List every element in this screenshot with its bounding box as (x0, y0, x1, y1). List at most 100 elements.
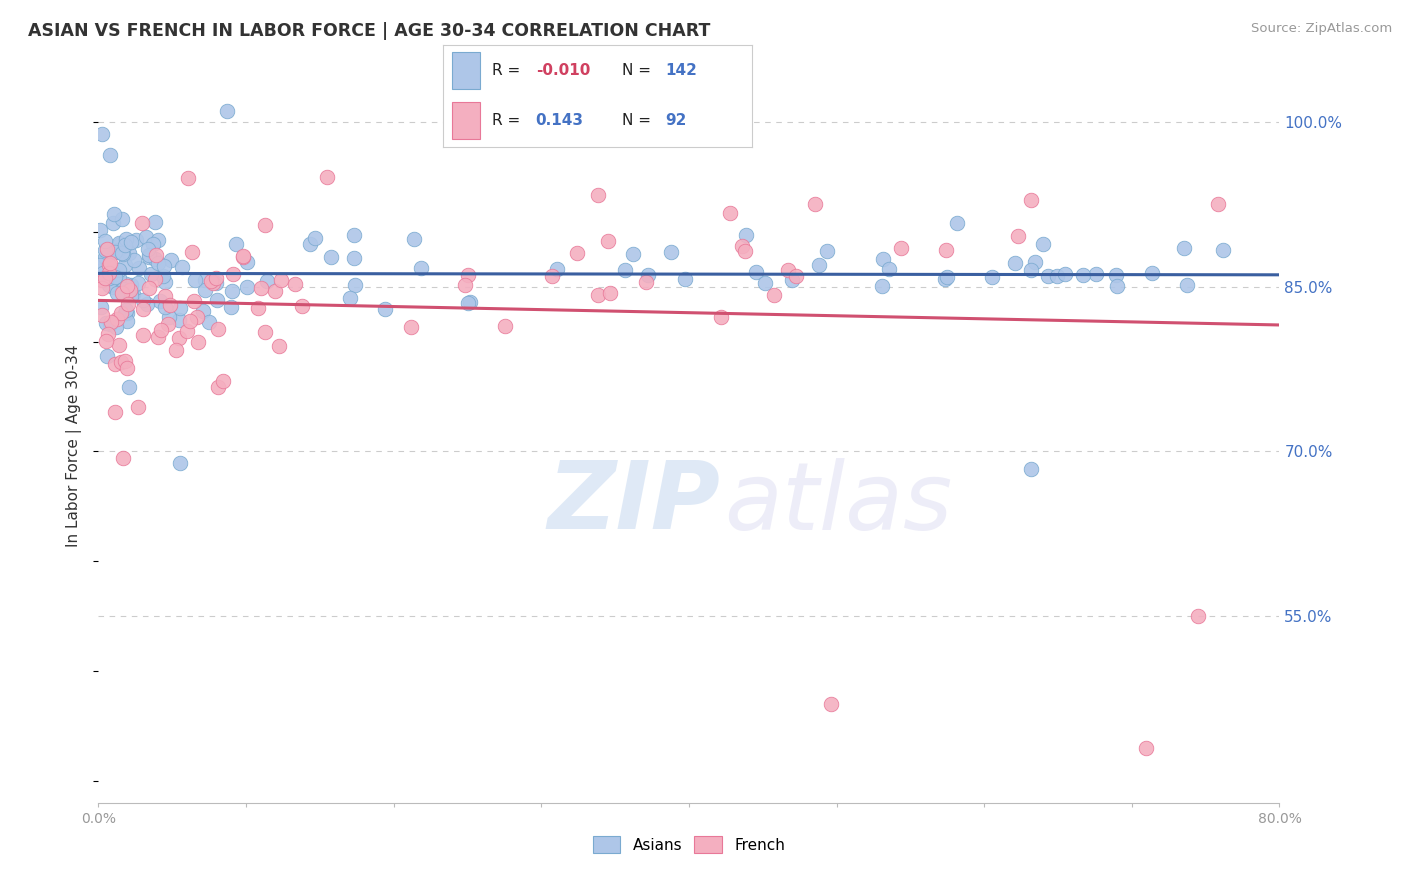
Point (117, 284, 139, 298)
Point (98, 148, 121, 162)
Point (186, 310, 208, 325)
Point (132, 302, 155, 317)
Point (710, 310, 733, 324)
Point (115, 277, 138, 292)
Point (176, 325, 198, 339)
Point (91, 309, 114, 323)
Point (599, 286, 621, 301)
Point (270, 273, 292, 287)
Point (167, 312, 190, 326)
Point (159, 253, 181, 268)
Point (284, 277, 307, 291)
Text: 0.143: 0.143 (536, 113, 583, 128)
Point (108, 236, 131, 251)
Point (142, 237, 165, 252)
Point (634, 275, 657, 289)
Point (614, 262, 637, 277)
Point (205, 293, 228, 307)
Point (339, 291, 361, 305)
Point (700, 120, 723, 135)
Point (1019, 462, 1042, 476)
Point (94, 234, 117, 248)
Point (193, 304, 215, 318)
Point (117, 285, 139, 300)
Point (232, 250, 254, 264)
Y-axis label: In Labor Force | Age 30-34: In Labor Force | Age 30-34 (66, 344, 83, 548)
Point (169, 301, 191, 315)
Point (1187, 609, 1209, 624)
Point (120, 235, 142, 250)
Point (565, 246, 588, 260)
Point (221, 284, 243, 298)
Point (256, 274, 278, 288)
Point (118, 379, 141, 393)
Point (785, 268, 807, 283)
Point (1038, 268, 1060, 283)
Point (250, 280, 273, 294)
Point (621, 247, 644, 261)
Point (103, 280, 125, 294)
Point (146, 330, 169, 344)
Text: R =: R = (492, 62, 526, 78)
Point (132, 293, 155, 307)
Point (157, 317, 180, 331)
Point (946, 216, 969, 230)
Point (453, 278, 475, 293)
Point (108, 271, 131, 285)
Point (177, 171, 200, 186)
Point (128, 260, 150, 275)
Point (101, 216, 124, 230)
Point (205, 270, 228, 285)
Text: ZIP: ZIP (547, 457, 720, 549)
Point (122, 253, 145, 268)
Text: N =: N = (623, 113, 657, 128)
Point (586, 188, 609, 202)
Point (1135, 740, 1157, 755)
Point (1105, 268, 1128, 282)
Point (1024, 255, 1046, 269)
Point (457, 295, 479, 310)
Point (104, 270, 127, 285)
Point (200, 274, 222, 288)
Point (136, 242, 159, 256)
Text: atlas: atlas (724, 458, 953, 549)
Point (219, 300, 242, 314)
Point (121, 286, 143, 301)
Point (96, 316, 118, 330)
Point (1004, 255, 1026, 269)
Point (342, 252, 364, 266)
Point (152, 268, 174, 283)
Point (1032, 236, 1054, 251)
Point (114, 258, 136, 272)
Point (148, 233, 170, 247)
Point (111, 283, 134, 297)
Point (115, 314, 138, 328)
Point (112, 247, 135, 261)
Point (165, 343, 187, 357)
Point (120, 283, 142, 297)
Point (97, 270, 120, 285)
Point (91, 262, 114, 277)
Point (90, 300, 112, 314)
Point (1084, 267, 1107, 281)
Point (183, 294, 205, 309)
Point (108, 338, 131, 352)
Point (114, 306, 136, 320)
Bar (453, 102, 479, 139)
Point (659, 244, 682, 259)
Point (201, 276, 224, 290)
Point (145, 248, 167, 262)
Point (820, 697, 842, 711)
Point (673, 272, 696, 286)
Point (458, 294, 481, 309)
Point (409, 260, 432, 275)
Point (112, 281, 135, 295)
Text: R =: R = (492, 113, 526, 128)
Point (111, 450, 134, 465)
Point (890, 241, 912, 255)
Point (319, 250, 342, 264)
Point (207, 322, 229, 336)
Point (181, 244, 204, 259)
Point (225, 237, 247, 252)
Point (194, 283, 217, 297)
